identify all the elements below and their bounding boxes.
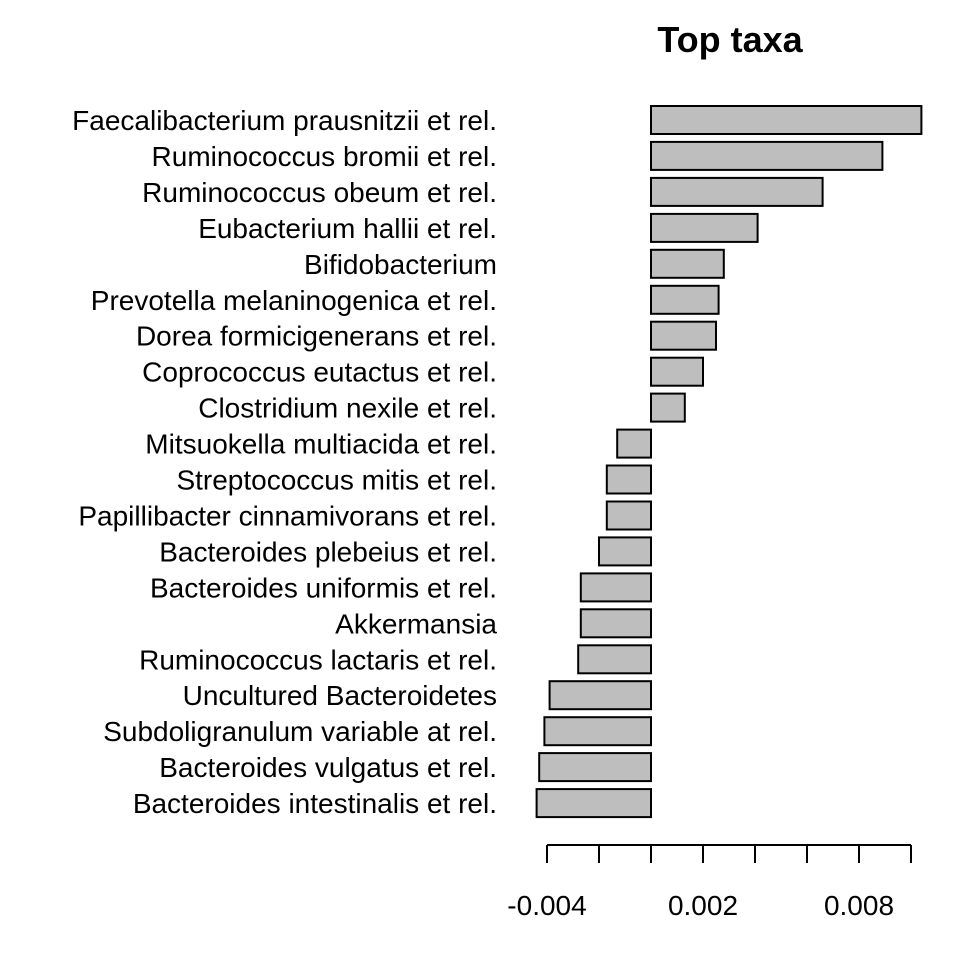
bar bbox=[650, 284, 720, 315]
bar bbox=[650, 212, 759, 243]
category-label: Ruminococcus bromii et rel. bbox=[152, 141, 497, 172]
category-label: Clostridium nexile et rel. bbox=[198, 393, 497, 424]
category-label: Bacteroides plebeius et rel. bbox=[159, 536, 497, 567]
category-label: Dorea formicigenerans et rel. bbox=[136, 321, 497, 352]
bar bbox=[650, 356, 704, 387]
category-label: Faecalibacterium prausnitzii et rel. bbox=[72, 105, 497, 136]
category-label: Bifidobacterium bbox=[304, 249, 497, 280]
category-label: Bacteroides intestinalis et rel. bbox=[133, 788, 497, 819]
category-label: Ruminococcus lactaris et rel. bbox=[139, 644, 497, 675]
bar bbox=[543, 716, 653, 747]
category-label: Mitsuokella multiacida et rel. bbox=[145, 429, 497, 460]
bar bbox=[650, 392, 686, 423]
category-label: Uncultured Bacteroidetes bbox=[183, 680, 497, 711]
bar bbox=[548, 680, 652, 711]
category-label: Bacteroides vulgatus et rel. bbox=[159, 752, 497, 783]
category-label: Subdoligranulum variable at rel. bbox=[103, 716, 497, 747]
bar bbox=[577, 644, 653, 675]
category-label: Coprococcus eutactus et rel. bbox=[142, 357, 497, 388]
category-label: Akkermansia bbox=[335, 608, 497, 639]
category-label: Prevotella melaninogenica et rel. bbox=[91, 285, 497, 316]
chart-title: Top taxa bbox=[657, 19, 803, 60]
bar bbox=[616, 428, 653, 459]
category-label: Bacteroides uniformis et rel. bbox=[150, 572, 497, 603]
bar bbox=[579, 608, 652, 639]
category-label: Streptococcus mitis et rel. bbox=[176, 465, 497, 496]
bar bbox=[650, 320, 717, 351]
category-labels-group: Faecalibacterium prausnitzii et rel. Rumi… bbox=[72, 105, 497, 819]
x-tick-label: 0.002 bbox=[668, 890, 738, 921]
bar bbox=[650, 140, 884, 171]
bar bbox=[650, 176, 824, 207]
x-tick-label: 0.008 bbox=[824, 890, 894, 921]
bar bbox=[650, 105, 923, 135]
bar bbox=[650, 248, 725, 279]
category-label: Eubacterium hallii et rel. bbox=[198, 213, 497, 244]
bar bbox=[605, 464, 652, 495]
bar bbox=[579, 572, 652, 603]
category-label: Papillibacter cinnamivorans et rel. bbox=[78, 501, 497, 532]
category-label: Ruminococcus obeum et rel. bbox=[142, 177, 497, 208]
bar bbox=[605, 500, 652, 531]
x-axis: -0.004 0.002 0.008 bbox=[507, 844, 912, 921]
bar bbox=[598, 536, 652, 567]
bar bbox=[538, 752, 653, 783]
x-tick-label: -0.004 bbox=[507, 890, 586, 921]
bar bbox=[535, 788, 652, 819]
bars-group bbox=[535, 105, 923, 819]
